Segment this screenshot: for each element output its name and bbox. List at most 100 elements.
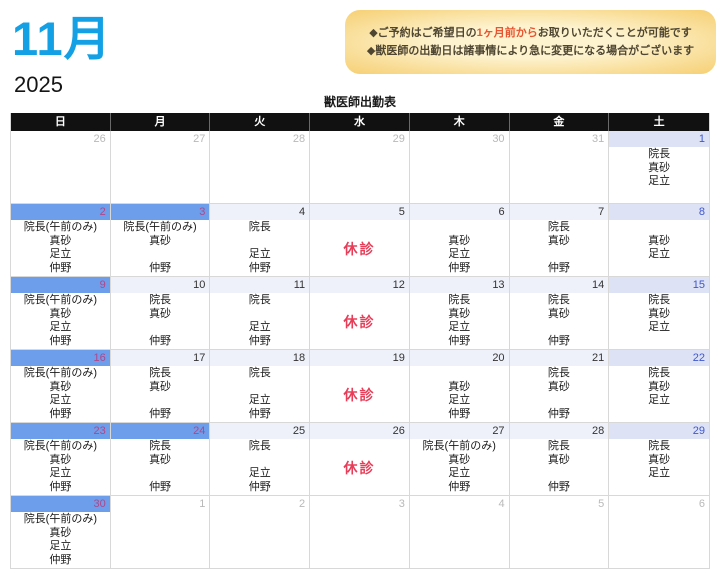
empty-slot <box>609 408 709 422</box>
empty-slot <box>609 540 709 554</box>
date-label: 31 <box>509 131 609 147</box>
empty-slot <box>210 381 309 395</box>
empty-slot <box>510 148 609 162</box>
week-row: 16 院長(午前のみ) 真砂 足立 仲野 17 院長 真砂 仲野 18 院長 足立 仲野 19 休診 20 真砂… <box>11 349 709 422</box>
date-label: 13 <box>409 277 509 293</box>
day-cell: 10 院長 真砂 仲野 <box>110 277 211 349</box>
staff-name: 院長 <box>248 294 271 306</box>
staff-name: 院長(午前のみ) <box>422 440 496 452</box>
day-cell: 6 <box>609 496 709 568</box>
staff-list: 院長(午前のみ) 真砂 足立 仲野 <box>410 439 509 495</box>
empty-slot <box>111 148 210 162</box>
staff-list: 院長 真砂 足立 仲野 <box>410 293 509 349</box>
staff-name: 足立 <box>648 321 671 333</box>
staff-name: 仲野 <box>248 480 271 493</box>
closed-label: 休診 <box>343 313 376 330</box>
date-label: 30 <box>11 496 110 512</box>
notice-line-2: ◆獣医師の出勤日は諸事情により急に変更になる場合がございます <box>366 44 695 57</box>
empty-slot <box>609 513 709 527</box>
staff-name: 仲野 <box>448 480 471 493</box>
day-cell: 16 院長(午前のみ) 真砂 足立 仲野 <box>11 350 111 422</box>
staff-name: 仲野 <box>149 261 172 274</box>
closed-label: 休診 <box>343 459 376 476</box>
date-label: 27 <box>110 131 210 147</box>
staff-name: 足立 <box>248 321 271 333</box>
weekday-header-cell: 日 <box>11 113 111 131</box>
staff-name: 真砂 <box>149 307 172 320</box>
empty-slot <box>210 189 309 203</box>
day-cell: 8 真砂 足立 <box>609 204 709 276</box>
staff-name: 院長 <box>648 440 671 452</box>
empty-slot <box>510 527 609 541</box>
day-cell: 26 休診 <box>310 423 410 495</box>
empty-slot <box>609 527 709 541</box>
empty-slot <box>510 513 609 527</box>
empty-slot <box>609 554 709 568</box>
staff-name: 仲野 <box>149 334 172 347</box>
day-cell: 11 院長 足立 仲野 <box>210 277 311 349</box>
week-row: 9 院長(午前のみ) 真砂 足立 仲野 10 院長 真砂 仲野 11 院長 足立 仲野 12 休診 13 院長真… <box>11 276 709 349</box>
staff-list: 院長 真砂 仲野 <box>111 293 210 349</box>
day-cell: 2 <box>210 496 311 568</box>
weekday-header-cell: 月 <box>111 113 211 131</box>
date-label: 1 <box>110 496 210 512</box>
empty-slot <box>410 175 509 189</box>
staff-name: 院長 <box>448 294 471 306</box>
empty-slot <box>510 162 609 176</box>
week-row: 23 院長(午前のみ) 真砂 足立 仲野 24 院長 真砂 仲野 25 院長 足立 仲野 26 休診 27 院長… <box>11 422 709 495</box>
staff-name: 仲野 <box>49 261 72 274</box>
staff-list: 院長(午前のみ) 真砂 足立 仲野 <box>11 439 110 495</box>
notice-box: ◆ご予約はご希望日の1ヶ月前からお取りいただくことが可能です ◆獣医師の出勤日は… <box>345 10 716 74</box>
staff-name: 真砂 <box>547 380 570 393</box>
day-cell: 20 真砂 足立 仲野 <box>409 350 510 422</box>
staff-list: 院長(午前のみ) 真砂 仲野 <box>111 220 210 276</box>
staff-name: 足立 <box>648 467 671 479</box>
empty-slot <box>11 175 110 189</box>
staff-list: 院長(午前のみ) 真砂 足立 仲野 <box>11 366 110 422</box>
date-label: 25 <box>210 423 310 439</box>
empty-slot <box>609 189 709 203</box>
staff-name: 足立 <box>448 321 471 333</box>
closed-label: 休診 <box>343 386 376 403</box>
day-cell: 3 院長(午前のみ) 真砂 仲野 <box>110 204 211 276</box>
staff-name: 真砂 <box>448 380 471 393</box>
staff-name: 足立 <box>648 394 671 406</box>
empty-slot <box>11 162 110 176</box>
empty-slot <box>210 148 309 162</box>
staff-name: 真砂 <box>448 234 471 247</box>
empty-slot <box>210 162 309 176</box>
staff-list: 院長 足立 仲野 <box>210 439 309 495</box>
day-cell: 7 院長 真砂 仲野 <box>509 204 610 276</box>
date-label: 4 <box>210 204 310 220</box>
date-label: 29 <box>310 131 409 147</box>
day-cell: 4 <box>409 496 510 568</box>
staff-list <box>210 512 309 568</box>
staff-list: 院長(午前のみ) 真砂 足立 仲野 <box>11 293 110 349</box>
staff-list: 院長 足立 仲野 <box>210 220 309 276</box>
date-label: 6 <box>409 204 509 220</box>
day-cell: 19 休診 <box>310 350 410 422</box>
empty-slot <box>410 221 509 235</box>
empty-slot <box>310 175 409 189</box>
empty-slot <box>111 189 210 203</box>
calendar-weeks: 26 27 28 29 30 31 1 院長 真砂 足立 2 院長(午前のみ) 真砂 足立 仲野 3 院長(午前… <box>11 131 709 568</box>
date-label: 5 <box>509 496 609 512</box>
date-label: 19 <box>310 350 409 366</box>
staff-name: 足立 <box>49 321 72 333</box>
staff-name: 真砂 <box>648 307 671 320</box>
day-cell: 15 院長 真砂 足立 <box>609 277 709 349</box>
year-label: 2025 <box>14 72 63 97</box>
date-label: 26 <box>11 131 110 147</box>
empty-slot <box>210 527 309 541</box>
empty-slot <box>111 321 210 335</box>
date-label: 4 <box>409 496 509 512</box>
staff-list: 院長(午前のみ) 真砂 足立 仲野 <box>11 220 110 276</box>
date-label: 15 <box>609 277 709 293</box>
staff-list: 真砂 足立 仲野 <box>410 366 509 422</box>
staff-name: 真砂 <box>547 307 570 320</box>
empty-slot <box>210 175 309 189</box>
empty-slot <box>510 248 609 262</box>
staff-list: 院長 真砂 仲野 <box>510 366 609 422</box>
staff-list: 院長(午前のみ) 真砂 足立 仲野 <box>11 512 110 568</box>
